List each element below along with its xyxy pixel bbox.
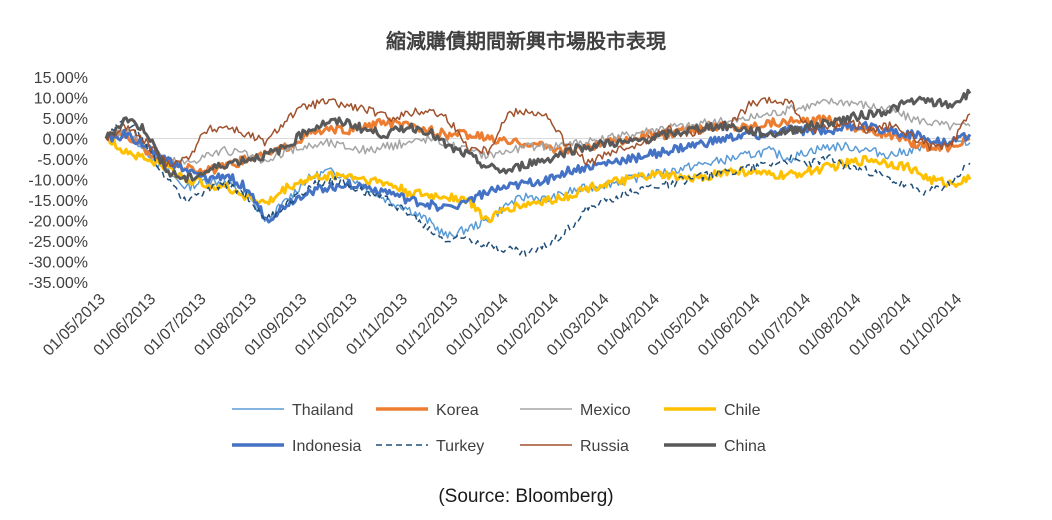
y-tick-label: 0.00% [43, 132, 88, 149]
y-tick-label: -5.00% [37, 152, 88, 169]
series-line-indonesia [104, 120, 972, 224]
legend-label-chile: Chile [724, 402, 761, 419]
legend-label-turkey: Turkey [436, 438, 484, 455]
series-line-russia [105, 96, 971, 168]
y-tick-label: -20.00% [28, 214, 88, 231]
legend-label-thailand: Thailand [292, 402, 353, 419]
legend-label-mexico: Mexico [580, 402, 631, 419]
y-tick-label: -35.00% [28, 275, 88, 292]
y-tick-label: 5.00% [43, 111, 88, 128]
y-tick-label: 15.00% [34, 70, 88, 87]
series-line-china [104, 88, 972, 184]
source-note: (Source: Bloomberg) [438, 486, 614, 507]
legend-label-china: China [724, 438, 766, 455]
series-line-mexico [105, 97, 971, 165]
y-tick-label: 10.00% [34, 91, 88, 108]
y-tick-label: -15.00% [28, 193, 88, 210]
y-tick-label: -10.00% [28, 173, 88, 190]
series-line-turkey [105, 115, 971, 257]
chart-title: 縮減購債期間新興市場股市表現 [386, 29, 666, 53]
y-tick-label: -25.00% [28, 234, 88, 251]
legend-label-russia: Russia [580, 438, 629, 455]
y-tick-label: -30.00% [28, 255, 88, 272]
legend-label-korea: Korea [436, 402, 479, 419]
legend-label-indonesia: Indonesia [292, 438, 361, 455]
series-line-chile [104, 134, 972, 224]
